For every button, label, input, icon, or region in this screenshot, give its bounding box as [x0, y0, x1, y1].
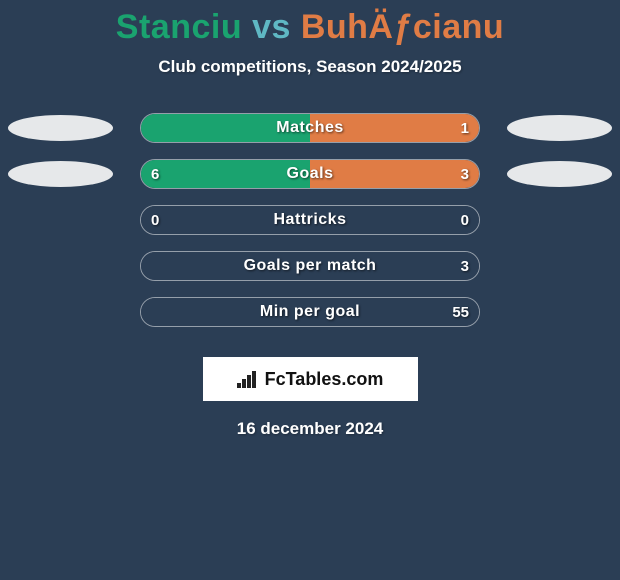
stat-right-value: 0: [461, 206, 469, 234]
stat-pill: Goals per match 3: [140, 251, 480, 281]
stat-pill: Min per goal 55: [140, 297, 480, 327]
subtitle: Club competitions, Season 2024/2025: [0, 57, 620, 77]
player2-avatar-placeholder: [507, 115, 612, 141]
player2-name: BuhÄƒcianu: [301, 8, 504, 46]
bars-icon: [237, 370, 259, 388]
player1-avatar-placeholder: [8, 161, 113, 187]
stat-right-value: 3: [461, 160, 469, 188]
stat-pill: 6 Goals 3: [140, 159, 480, 189]
stat-label: Matches: [141, 114, 479, 142]
player1-name: Stanciu: [116, 8, 242, 46]
stat-right-value: 1: [461, 114, 469, 142]
stat-row: 0 Hattricks 0: [0, 197, 620, 243]
player1-avatar-placeholder: [8, 115, 113, 141]
stat-pill: Matches 1: [140, 113, 480, 143]
stat-right-value: 3: [461, 252, 469, 280]
logo-text: FcTables.com: [265, 369, 384, 390]
stat-row: 6 Goals 3: [0, 151, 620, 197]
date-label: 16 december 2024: [0, 419, 620, 439]
comparison-title: Stanciu vs BuhÄƒcianu: [0, 0, 620, 47]
stat-label: Min per goal: [141, 298, 479, 326]
stat-pill: 0 Hattricks 0: [140, 205, 480, 235]
source-logo: FcTables.com: [203, 357, 418, 401]
stat-row: Goals per match 3: [0, 243, 620, 289]
stat-label: Hattricks: [141, 206, 479, 234]
stat-label: Goals: [141, 160, 479, 188]
stat-label: Goals per match: [141, 252, 479, 280]
player2-avatar-placeholder: [507, 161, 612, 187]
stats-rows: Matches 1 6 Goals 3 0 Hattricks 0 Goals …: [0, 105, 620, 335]
stat-right-value: 55: [452, 298, 469, 326]
stat-row: Min per goal 55: [0, 289, 620, 335]
stat-row: Matches 1: [0, 105, 620, 151]
vs-label: vs: [252, 8, 291, 46]
